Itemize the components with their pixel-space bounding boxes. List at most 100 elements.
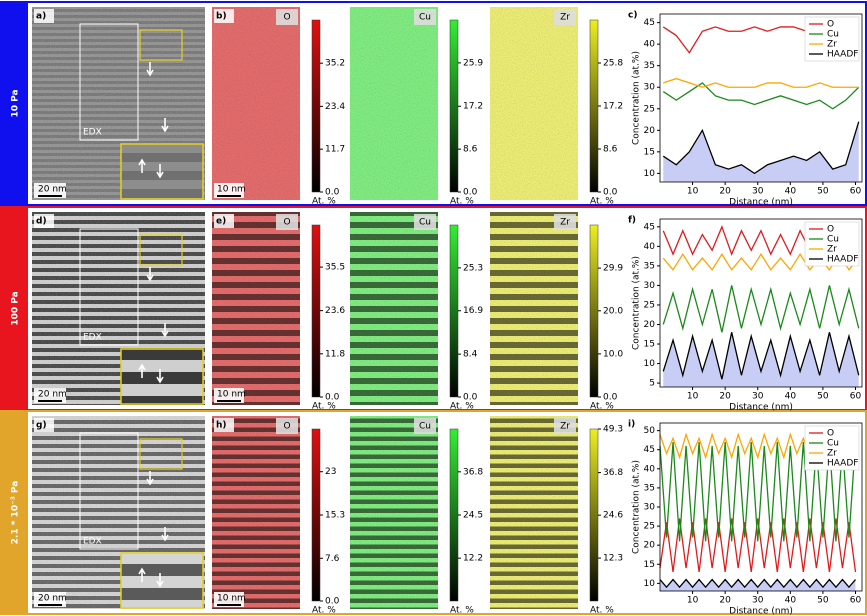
panel-letter: e) <box>216 217 226 227</box>
letter-box <box>34 418 54 432</box>
element-label: Zr <box>560 13 570 23</box>
panel-letter: b) <box>216 12 227 22</box>
y-tick-label: 40 <box>644 40 656 50</box>
line <box>662 332 860 380</box>
y-axis-label: Concentration (at.%) <box>632 460 642 554</box>
line <box>663 77 859 88</box>
colorbar-tick-label: 8.6 <box>603 145 618 155</box>
colorbar-tick-label: 24.5 <box>463 511 483 521</box>
legend-label: HAADF <box>827 255 858 265</box>
inset <box>120 552 204 609</box>
legend-label: O <box>827 429 834 439</box>
arrow <box>138 363 146 378</box>
line <box>662 121 860 175</box>
inset <box>120 143 204 200</box>
scale-bar-box <box>214 183 244 198</box>
legend-label: HAADF <box>827 459 858 469</box>
x-tick-label: 30 <box>752 392 764 402</box>
colorbar-unit: At. % <box>312 197 336 207</box>
line <box>662 82 860 110</box>
colorbar-unit: At. % <box>312 606 336 616</box>
colorbar-tick-label: 17.2 <box>603 102 623 112</box>
colorbar-tick-label: 7.6 <box>325 554 340 564</box>
colorbar-tick-label: 16.9 <box>463 306 483 316</box>
y-tick-label: 35 <box>644 483 655 493</box>
x-tick-label: 10 <box>687 596 699 606</box>
colorbar-tick-label: 0.0 <box>325 188 340 198</box>
colorbar-unit: At. % <box>590 402 614 412</box>
colorbar-tick-label: 20.0 <box>603 306 623 316</box>
edx-label: EDX <box>83 128 102 138</box>
colorbar-unit: At. % <box>450 197 474 207</box>
legend-label: Cu <box>827 439 839 449</box>
element-label: Cu <box>419 422 431 432</box>
map-noise <box>350 212 438 405</box>
line <box>659 518 857 572</box>
x-tick-label: 50 <box>817 596 829 606</box>
colorbar-tick-label: 0.0 <box>603 188 618 198</box>
scale-bar-label: 20 nm <box>38 594 67 604</box>
y-tick-label: 25 <box>644 104 655 114</box>
colorbar-tick-label: 29.9 <box>603 264 623 274</box>
y-tick-label: 45 <box>644 445 655 455</box>
element-box <box>276 214 298 230</box>
legend-label: Zr <box>827 40 837 50</box>
element-box <box>414 418 436 434</box>
line <box>662 285 860 333</box>
legend-label: Zr <box>827 245 837 255</box>
arrow <box>146 62 154 77</box>
panel-letter: d) <box>36 217 47 227</box>
y-axis-label: Concentration (at.%) <box>632 256 642 350</box>
colorbar-tick-label: 23 <box>325 467 336 477</box>
scale-bar-box <box>34 592 66 607</box>
colorbar-tick-label: 10.0 <box>603 349 623 359</box>
legend-label: Cu <box>827 30 839 40</box>
colorbar <box>449 224 459 398</box>
colorbar-unit: At. % <box>590 606 614 616</box>
y-tick-label: 10 <box>644 359 656 369</box>
scale-bar-box <box>34 388 66 403</box>
scale-bar-label: 10 nm <box>217 185 246 195</box>
arrow <box>156 164 164 179</box>
colorbar-tick-label: 35.2 <box>325 59 345 69</box>
colorbar-tick-label: 12.3 <box>603 554 623 564</box>
line <box>659 578 856 589</box>
element-box <box>554 214 576 230</box>
y-tick-label: 45 <box>644 222 655 232</box>
element-box <box>554 9 576 25</box>
colorbar-tick-label: 11.8 <box>325 349 345 359</box>
y-tick-label: 25 <box>644 300 655 310</box>
letter-box <box>214 418 234 432</box>
element-box <box>276 9 298 25</box>
colorbar-unit: At. % <box>590 197 614 207</box>
colorbar-tick-label: 49.3 <box>603 425 623 435</box>
y-tick-label: 20 <box>644 320 656 330</box>
colorbar-tick-label: 35.5 <box>325 263 345 273</box>
element-label: Cu <box>419 13 431 23</box>
letter-box <box>34 9 54 23</box>
colorbar-tick-label: 24.6 <box>603 511 623 521</box>
y-tick-label: 30 <box>644 503 656 513</box>
colorbar-tick-label: 36.8 <box>463 467 483 477</box>
y-axis-label: Concentration (at.%) <box>632 51 642 145</box>
y-tick-label: 30 <box>644 281 656 291</box>
zoom-region <box>139 29 183 61</box>
row-label: 2.1 * 10⁻³ Pa <box>11 481 21 545</box>
panel-letter: h) <box>216 421 227 431</box>
x-tick-label: 60 <box>850 187 862 197</box>
legend-label: O <box>827 20 834 30</box>
edx-region <box>79 432 139 550</box>
x-tick-label: 30 <box>752 187 764 197</box>
colorbar-tick-label: 23.6 <box>325 306 345 316</box>
arrow <box>161 323 169 338</box>
x-axis-label: Distance (nm) <box>729 607 793 616</box>
arrow <box>161 118 169 133</box>
y-tick-label: 50 <box>644 426 656 436</box>
colorbar-unit: At. % <box>312 402 336 412</box>
map-noise <box>212 7 300 200</box>
y-tick-label: 45 <box>644 18 655 28</box>
element-box <box>276 418 298 434</box>
colorbar-tick-label: 25.9 <box>463 58 483 68</box>
element-label: O <box>283 13 290 23</box>
y-tick-label: 35 <box>644 261 655 271</box>
